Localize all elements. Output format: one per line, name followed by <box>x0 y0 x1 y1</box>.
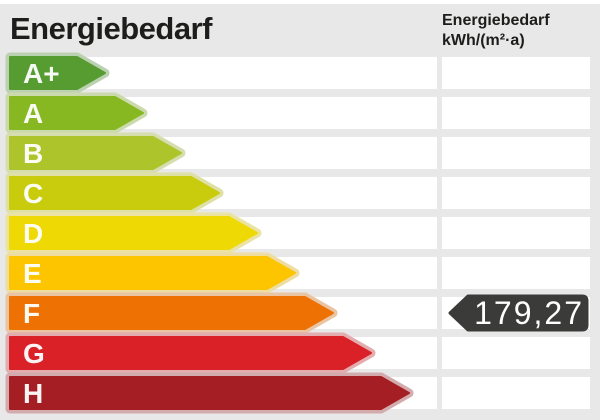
band-label-e: E <box>23 258 42 289</box>
value-arrow: 179,27 <box>448 294 589 332</box>
scale-row-d: D <box>0 212 600 254</box>
band-arrow-f <box>5 292 338 334</box>
top-border <box>0 0 600 4</box>
band-label-a: A <box>23 98 44 129</box>
value-cell-aplus <box>442 57 590 89</box>
band-label-aplus: A+ <box>23 58 60 89</box>
band-arrow-a <box>5 92 148 134</box>
scale-row-b: B <box>0 132 600 174</box>
band-arrow-c <box>5 172 224 214</box>
scale-row-g: G <box>0 332 600 374</box>
band-label-g: G <box>23 338 45 369</box>
band-label-f: F <box>23 298 41 329</box>
band-arrow-g <box>5 332 376 374</box>
band-label-c: C <box>23 178 44 209</box>
band-arrow-h <box>5 372 414 414</box>
value-cell-b <box>442 137 590 169</box>
value-arrow-shape <box>448 294 589 332</box>
band-arrow-e <box>5 252 300 294</box>
unit-header: Energiebedarf kWh/(m²·a) <box>442 11 550 51</box>
band-label-h: H <box>23 378 44 409</box>
scale-row-a: A <box>0 92 600 134</box>
value-cell-g <box>442 337 590 369</box>
scale-row-aplus: A+ <box>0 52 600 94</box>
scale-row-c: C <box>0 172 600 214</box>
energy-value: 179,27 <box>474 295 584 331</box>
value-cell-a <box>442 97 590 129</box>
band-arrow-aplus <box>5 52 110 94</box>
band-arrow-b <box>5 132 186 174</box>
scale-row-f: F 179,27 <box>0 292 600 334</box>
band-label-d: D <box>23 218 44 249</box>
value-cell-e <box>442 257 590 289</box>
unit-header-unit: kWh/(m²·a) <box>442 32 525 49</box>
scale-row-e: E <box>0 252 600 294</box>
value-cell-c <box>442 177 590 209</box>
band-arrow-d <box>5 212 262 254</box>
page-title: Energiebedarf <box>10 11 212 46</box>
value-cell-h <box>442 377 590 409</box>
scale-row-h: H <box>0 372 600 414</box>
band-label-b: B <box>23 138 44 169</box>
unit-header-title: Energiebedarf <box>442 12 550 29</box>
value-cell-d <box>442 217 590 249</box>
